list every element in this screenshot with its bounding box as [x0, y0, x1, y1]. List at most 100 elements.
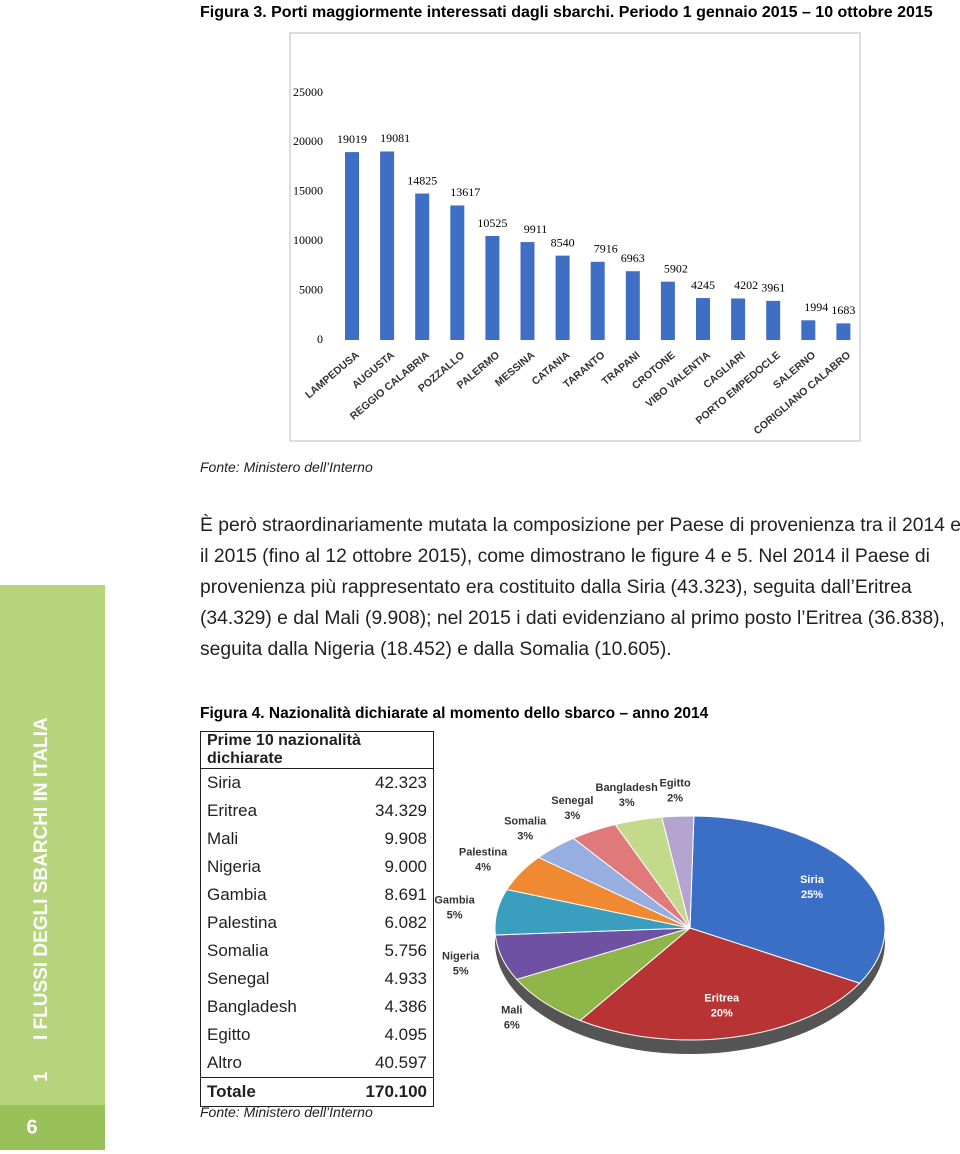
data-label: 7916: [594, 242, 618, 256]
x-tick-label: MESSINA: [493, 349, 538, 389]
table-header: Prime 10 nazionalità dichiarate: [200, 731, 434, 769]
table-cell: Altro: [199, 1049, 336, 1078]
slice-value-label: 6%: [504, 1019, 520, 1031]
table-row: Totale 170.100: [199, 1077, 434, 1107]
table-cell: Somalia: [199, 937, 336, 965]
bar: [485, 236, 500, 340]
y-tick-label: 5000: [299, 282, 323, 296]
table-row: Gambia 8.691: [199, 881, 434, 909]
table-cell: 42.323: [335, 768, 434, 797]
table-cell: Siria: [199, 768, 336, 797]
bar: [731, 298, 746, 340]
bar: [520, 242, 535, 340]
chapter-number: 1: [31, 1071, 52, 1082]
data-label: 6963: [621, 251, 645, 265]
data-label: 14825: [407, 173, 437, 187]
bar: [415, 193, 430, 340]
table-row: Bangladesh 4.386: [199, 993, 434, 1021]
sidebar-footer: [0, 1105, 105, 1150]
paragraph: È però straordinariamente mutata la comp…: [200, 515, 960, 660]
slice-label: Bangladesh: [596, 782, 659, 794]
page-number: 6: [26, 1116, 37, 1138]
table-row: Siria 42.323: [199, 768, 434, 797]
y-tick-label: 25000: [293, 85, 323, 99]
table-cell: Senegal: [199, 965, 336, 993]
data-label: 19081: [380, 131, 410, 145]
table-row: Eritrea 34.329: [199, 797, 434, 825]
data-label: 1994: [804, 300, 828, 314]
bar: [660, 281, 675, 340]
data-label: 13617: [450, 185, 480, 199]
table-cell: Mali: [199, 825, 336, 853]
slice-value-label: 2%: [667, 793, 683, 805]
table-row: Altro 40.597: [199, 1049, 434, 1078]
table-cell: 40.597: [335, 1049, 434, 1078]
table-cell: 5.756: [335, 937, 434, 965]
table-cell: 4.386: [335, 993, 434, 1021]
table-row: Somalia 5.756: [199, 937, 434, 965]
table-row: Palestina 6.082: [199, 909, 434, 937]
x-tick-label: LAMPEDUSA: [303, 349, 362, 401]
table-cell: Nigeria: [199, 853, 336, 881]
table-row: Nigeria 9.000: [199, 853, 434, 881]
y-tick-label: 10000: [293, 233, 323, 247]
table-header-row: Prime 10 nazionalità dichiarate: [200, 731, 434, 769]
slice-value-label: 3%: [517, 830, 533, 842]
data-label: 3961: [761, 281, 785, 295]
bar: [696, 298, 710, 340]
table-cell: Eritrea: [199, 797, 336, 825]
table-cell: 170.100: [335, 1077, 434, 1107]
pie-slice: [661, 815, 695, 929]
slice-label: Nigeria: [442, 950, 480, 962]
table-cell: Gambia: [199, 881, 336, 909]
slice-label: Siria: [800, 874, 825, 886]
pie-slice: [515, 927, 691, 1022]
table-row: Senegal 4.933: [199, 965, 434, 993]
table-cell: 8.691: [335, 881, 434, 909]
data-label: 4202: [734, 278, 758, 292]
sidebar: [0, 585, 105, 1150]
bar: [450, 205, 465, 340]
bar: [380, 151, 395, 340]
data-label: 10525: [477, 216, 507, 230]
bar: [590, 261, 605, 340]
slice-value-label: 5%: [447, 909, 463, 921]
table-cell: Egitto: [199, 1021, 336, 1049]
chapter-title: I FLUSSI DEGLI SBARCHI IN ITALIA: [31, 717, 52, 1040]
figure-title: Figura 4. Nazionalità dichiarate al mome…: [200, 705, 709, 722]
table-cell: 34.329: [335, 797, 434, 825]
table: Prime 10 nazionalità dichiarate Siria 42.…: [199, 731, 434, 1107]
data-label: 4245: [691, 278, 715, 292]
bar: [625, 271, 640, 340]
slice-value-label: 20%: [711, 1007, 733, 1019]
source: Fonte: Ministero dell’Interno: [200, 1104, 373, 1120]
slice-label: Eritrea: [704, 992, 740, 1004]
y-tick-label: 0: [317, 332, 323, 346]
slice-value-label: 3%: [564, 810, 580, 822]
slice-value-label: 25%: [801, 889, 823, 901]
slice-label: Egitto: [660, 778, 691, 790]
chart-frame: [289, 32, 861, 442]
table-cell: Bangladesh: [199, 993, 336, 1021]
data-label: 1683: [831, 303, 855, 317]
data-label: 5902: [664, 261, 688, 275]
y-tick-label: 15000: [293, 184, 323, 198]
data-label: 19019: [337, 132, 367, 146]
slice-value-label: 4%: [475, 861, 491, 873]
table-cell: 4.095: [335, 1021, 434, 1049]
source: Fonte: Ministero dell’Interno: [200, 459, 373, 475]
table-row: Egitto 4.095: [199, 1021, 434, 1049]
data-label: 8540: [551, 235, 575, 249]
bar: [836, 323, 851, 340]
pie-slice: [579, 927, 861, 1041]
table-cell: Totale: [199, 1077, 336, 1107]
slice-label: Gambia: [434, 894, 475, 906]
table-cell: 6.082: [335, 909, 434, 937]
figure-title: Figura 3. Porti maggiormente interessati…: [200, 4, 933, 21]
data-label: 9911: [524, 222, 548, 236]
table-cell: Palestina: [199, 909, 336, 937]
table-cell: 9.908: [335, 825, 434, 853]
table-body: Prime 10 nazionalità dichiarate Siria 42.…: [199, 731, 434, 1107]
